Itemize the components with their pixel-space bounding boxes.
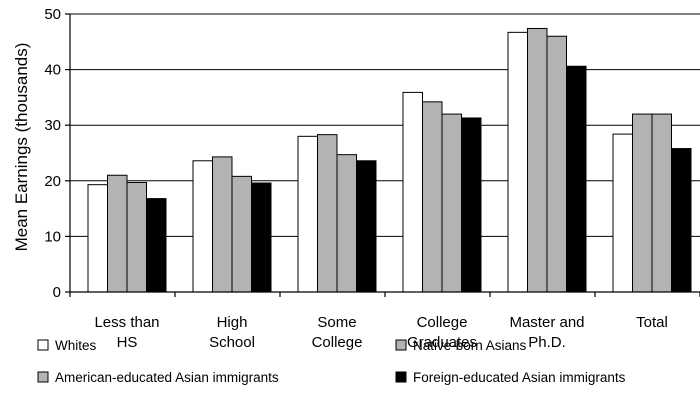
- bar: [507, 31, 528, 293]
- bar: [317, 134, 338, 293]
- bar: [632, 113, 653, 293]
- bar: [441, 113, 462, 293]
- category-label: Master and: [509, 314, 584, 331]
- bar: [146, 198, 167, 293]
- bar: [461, 117, 482, 293]
- bar: [107, 174, 128, 293]
- legend: Whites Native-born Asians American-educate…: [37, 338, 626, 385]
- bar: [126, 181, 147, 293]
- bar: [671, 148, 692, 293]
- bar: [192, 160, 213, 293]
- y-tick-label: 40: [44, 62, 61, 79]
- category-label: Graduates: [407, 334, 477, 351]
- category-label: Ph.D.: [528, 334, 566, 351]
- y-tick-label: 0: [53, 284, 61, 301]
- legend-swatch: [37, 371, 49, 383]
- category-labels: Less than HS High School Some College College G…: [94, 314, 667, 351]
- legend-label: Native-born Asians: [413, 338, 527, 353]
- bar: [566, 65, 587, 293]
- legend-label: Whites: [55, 338, 97, 353]
- legend-swatch: [37, 339, 49, 351]
- y-tick-label: 50: [44, 6, 61, 23]
- legend-swatch: [395, 371, 407, 383]
- category-label: High: [217, 314, 248, 331]
- category-label: Total: [636, 314, 668, 331]
- bar: [231, 175, 252, 293]
- y-tick-label: 10: [44, 228, 61, 245]
- y-axis-title: Mean Earnings (thousands): [12, 43, 31, 252]
- bar: [527, 27, 548, 293]
- category-label: Less than: [94, 314, 159, 331]
- category-label: HS: [117, 334, 138, 351]
- bar: [546, 35, 567, 293]
- category-label: College: [312, 334, 363, 351]
- category-label: School: [209, 334, 255, 351]
- legend-swatch: [395, 339, 407, 351]
- y-tick-label: 20: [44, 173, 61, 190]
- bar: [297, 135, 318, 293]
- bar: [422, 101, 443, 293]
- bar: [87, 184, 108, 293]
- y-tick-labels: 0 10 20 30 40 50: [44, 6, 61, 301]
- legend-label: Foreign-educated Asian immigrants: [413, 370, 626, 385]
- gridlines: [70, 13, 700, 237]
- bar: [251, 182, 272, 293]
- bar: [612, 133, 633, 293]
- axes: [65, 13, 700, 297]
- legend-label: American-educated Asian immigrants: [55, 370, 279, 385]
- bar: [212, 156, 233, 293]
- category-label: Some: [317, 314, 356, 331]
- y-tick-label: 30: [44, 117, 61, 134]
- bar: [651, 113, 672, 293]
- bar: [402, 91, 423, 293]
- bar: [356, 160, 377, 293]
- category-label: College: [417, 314, 468, 331]
- bars: [87, 27, 692, 293]
- bar: [336, 154, 357, 293]
